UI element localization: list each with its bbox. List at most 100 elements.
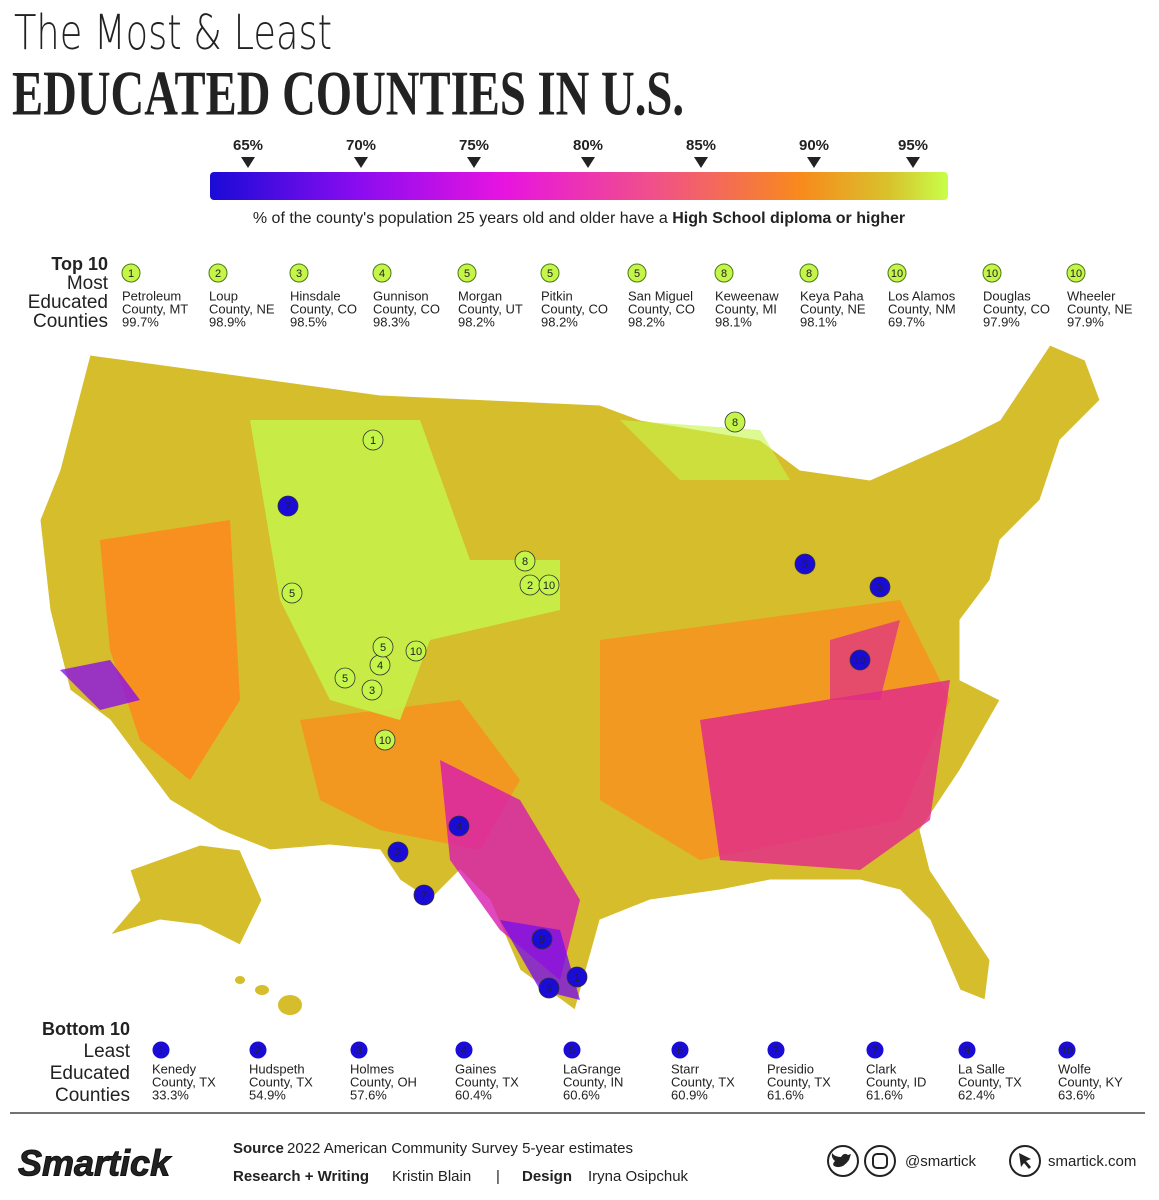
rank-badge — [887, 263, 907, 283]
rank-badge — [289, 263, 309, 283]
county-name: Kenedy — [152, 1061, 197, 1076]
legend-tick-label: 95% — [898, 137, 928, 154]
map-marker — [538, 977, 560, 999]
county-name: Hinsdale — [290, 288, 341, 303]
rank-badge — [865, 1040, 885, 1060]
county-value: 98.3% — [373, 314, 410, 329]
county-state: County, MI — [715, 301, 777, 316]
map-marker-label: 8 — [522, 556, 528, 568]
rank-number: 3 — [356, 1045, 362, 1057]
map-marker — [448, 815, 470, 837]
region-purple — [60, 660, 140, 710]
map-marker-label: 3 — [369, 685, 375, 697]
county-state: County, TX — [958, 1074, 1022, 1089]
legend-caption-bold: High School diploma or higher — [672, 210, 905, 227]
county-state: County, CO — [373, 301, 440, 316]
list-heading: Least — [84, 1041, 131, 1062]
rank-badge — [248, 1040, 268, 1060]
rank-number: 5 — [569, 1045, 575, 1057]
map-marker — [361, 679, 383, 701]
title-line1: The Most & Least — [14, 5, 332, 61]
map-marker-label: 5 — [380, 642, 386, 654]
legend-tick — [906, 157, 920, 168]
list-heading: Counties — [33, 311, 108, 332]
map-marker-label: 3 — [877, 582, 883, 594]
county-value: 61.6% — [866, 1087, 903, 1102]
list-heading: Most — [67, 273, 109, 294]
county-name: Clark — [866, 1061, 897, 1076]
county-state: County, ID — [866, 1074, 926, 1089]
title-line2: EDUCATED COUNTIES IN U.S. — [12, 58, 684, 129]
county-value: 97.9% — [983, 314, 1020, 329]
map-marker — [724, 411, 746, 433]
map-marker-label: 2 — [395, 847, 401, 859]
county-state: County, KY — [1058, 1074, 1123, 1089]
map-marker — [531, 928, 553, 950]
footer-text: | — [496, 1168, 500, 1185]
county-name: Douglas — [983, 288, 1031, 303]
rank-badge — [151, 1040, 171, 1060]
footer-text: @smartick — [905, 1153, 977, 1170]
county-state: County, NM — [888, 301, 956, 316]
legend-tick — [807, 157, 821, 168]
footer-text: Kristin Blain — [392, 1168, 471, 1185]
legend-tick-label: 65% — [233, 137, 263, 154]
map-marker-label: 1 — [370, 435, 376, 447]
rank-number: 3 — [296, 268, 302, 280]
county-name: La Salle — [958, 1061, 1005, 1076]
rank-badge — [562, 1040, 582, 1060]
map-marker — [281, 582, 303, 604]
map-marker-label: 7 — [421, 890, 427, 902]
hawaii — [235, 976, 245, 984]
rank-badge — [121, 263, 141, 283]
county-value: 99.7% — [122, 314, 159, 329]
rank-number: 4 — [379, 268, 385, 280]
list-heading: Bottom 10 — [42, 1019, 130, 1039]
county-value: 57.6% — [350, 1087, 387, 1102]
map-marker-label: 4 — [377, 660, 383, 672]
county-value: 60.4% — [455, 1087, 492, 1102]
rank-badge — [670, 1040, 690, 1060]
rank-badge — [982, 263, 1002, 283]
map-marker-label: 10 — [543, 580, 555, 592]
map-marker-label: 5 — [289, 588, 295, 600]
site-icon — [1009, 1145, 1041, 1177]
list-heading: Counties — [55, 1085, 130, 1106]
county-value: 98.2% — [458, 314, 495, 329]
county-value: 69.7% — [888, 314, 925, 329]
county-value: 60.9% — [671, 1087, 708, 1102]
county-name: Presidio — [767, 1061, 814, 1076]
list-heading: Top 10 — [51, 254, 108, 274]
county-state: County, NE — [209, 301, 275, 316]
county-name: Gaines — [455, 1061, 497, 1076]
county-name: Keweenaw — [715, 288, 779, 303]
rank-number: 5 — [464, 268, 470, 280]
hawaii — [278, 995, 302, 1015]
rank-badge — [540, 263, 560, 283]
county-state: County, UT — [458, 301, 523, 316]
county-state: County, CO — [628, 301, 695, 316]
county-value: 98.5% — [290, 314, 327, 329]
legend-tick — [354, 157, 368, 168]
rank-badge — [457, 263, 477, 283]
legend-tick-label: 75% — [459, 137, 489, 154]
map-marker — [413, 884, 435, 906]
map-marker — [362, 429, 384, 451]
county-value: 98.2% — [628, 314, 665, 329]
map-marker — [374, 729, 396, 751]
county-name: Holmes — [350, 1061, 395, 1076]
rank-badge — [1057, 1040, 1077, 1060]
map-marker — [372, 636, 394, 658]
legend-tick-label: 80% — [573, 137, 603, 154]
region-purple — [500, 920, 580, 1000]
county-name: Wolfe — [1058, 1061, 1091, 1076]
rank-badge — [349, 1040, 369, 1060]
map-marker-label: 5 — [802, 559, 808, 571]
rank-badge — [208, 263, 228, 283]
county-value: 54.9% — [249, 1087, 286, 1102]
rank-number: 5 — [634, 268, 640, 280]
rank-badge — [1066, 263, 1086, 283]
legend-caption: % of the county's population 25 years ol… — [253, 210, 905, 227]
footer-text: Source — [233, 1140, 284, 1157]
county-value: 60.6% — [563, 1087, 600, 1102]
